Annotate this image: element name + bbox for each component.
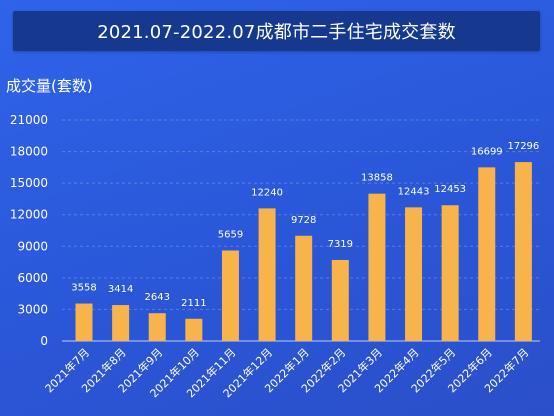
bar — [221, 250, 239, 341]
data-label: 17296 — [507, 141, 539, 152]
y-tick-label: 9000 — [17, 239, 48, 253]
bar — [514, 162, 532, 341]
y-tick-label: 0 — [40, 334, 48, 348]
data-label: 12453 — [434, 184, 466, 195]
chart-title-bar: 2021.07-2022.07成都市二手住宅成交套数 — [13, 11, 540, 51]
bar — [185, 318, 203, 341]
data-label: 9728 — [291, 215, 316, 226]
y-axis-label: 成交量(套数) — [6, 77, 93, 95]
data-label: 2111 — [181, 298, 206, 309]
bar — [75, 303, 93, 341]
data-label: 16699 — [471, 146, 503, 157]
bar — [441, 205, 459, 341]
data-label: 12443 — [398, 186, 430, 197]
data-label: 3558 — [71, 283, 96, 294]
y-tick-label: 21000 — [10, 113, 48, 127]
data-label: 5659 — [218, 229, 243, 240]
bar — [258, 208, 276, 341]
y-tick-label: 12000 — [10, 208, 48, 222]
y-tick-label: 18000 — [10, 145, 48, 159]
bar — [148, 313, 166, 341]
bar — [405, 207, 423, 341]
data-label: 2643 — [145, 292, 170, 303]
bar — [112, 305, 130, 341]
data-label: 7319 — [328, 239, 353, 250]
y-tick-label: 3000 — [17, 302, 48, 316]
bar — [478, 167, 496, 341]
chart-title: 2021.07-2022.07成都市二手住宅成交套数 — [97, 22, 456, 43]
bar — [331, 259, 349, 341]
y-tick-label: 6000 — [17, 271, 48, 285]
y-tick-label: 15000 — [10, 176, 48, 190]
bar — [368, 193, 386, 341]
data-label: 13858 — [361, 173, 393, 184]
data-label: 3414 — [108, 284, 133, 295]
data-label: 12240 — [251, 187, 283, 198]
bar — [295, 235, 313, 341]
